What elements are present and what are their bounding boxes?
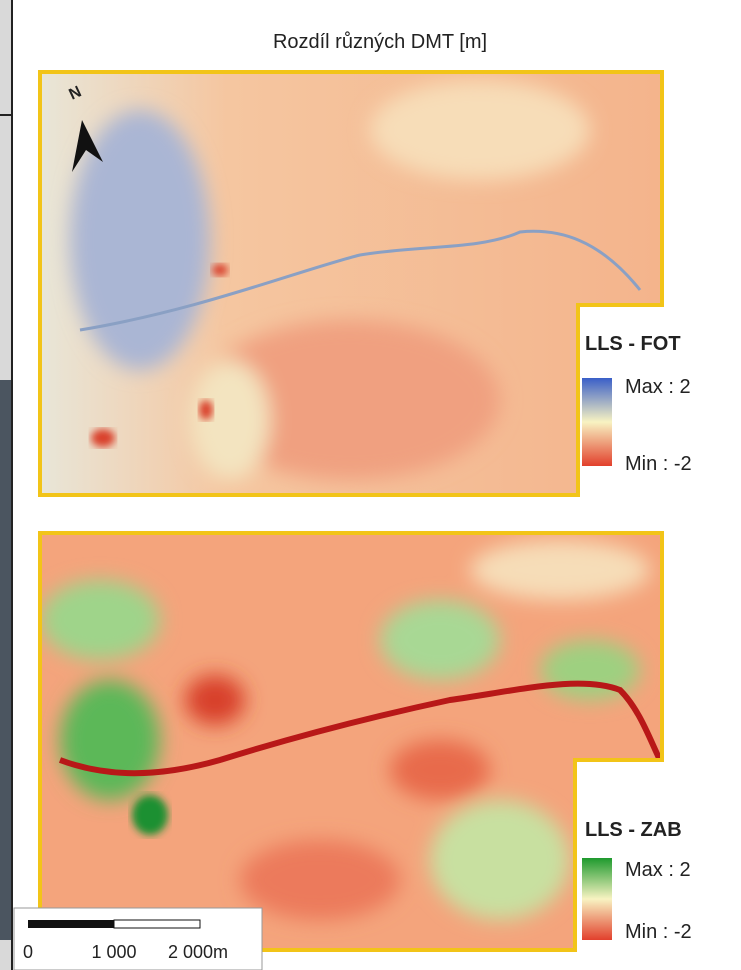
scale-label: 2 000m	[168, 942, 228, 962]
raster-blob	[370, 80, 590, 180]
scale-segment	[114, 920, 200, 928]
bottom-map	[40, 533, 662, 950]
raster-spot	[132, 795, 168, 835]
raster-blob	[380, 600, 500, 680]
raster-blob	[470, 540, 650, 600]
scale-segment	[28, 920, 114, 928]
map-figure: Rozdíl různých DMT [m] N	[0, 0, 741, 970]
raster-blob	[190, 360, 270, 480]
legend-ramp	[582, 858, 612, 940]
scale-label: 0	[23, 942, 33, 962]
raster-blob	[40, 580, 160, 660]
raster-spot	[199, 400, 213, 420]
raster-blob	[430, 800, 570, 920]
map-title: Rozdíl různých DMT [m]	[273, 31, 487, 53]
legend-min: Min : -2	[625, 921, 692, 943]
legend-max: Max : 2	[625, 376, 691, 398]
legend-title: LLS - ZAB	[585, 819, 682, 841]
left-strip-image	[0, 380, 12, 940]
raster-blob	[240, 840, 400, 920]
scale-bar: 0 1 000 2 000m	[14, 908, 262, 970]
raster-spot	[212, 264, 228, 276]
raster-blob	[390, 740, 490, 800]
legend-min: Min : -2	[625, 453, 692, 475]
legend-ramp	[582, 378, 612, 466]
raster-blob	[60, 680, 160, 800]
raster-spot	[91, 429, 115, 447]
raster-blob	[185, 675, 245, 725]
legend-title: LLS - FOT	[585, 333, 681, 355]
scale-label: 1 000	[91, 942, 136, 962]
top-map	[40, 72, 662, 495]
legend-max: Max : 2	[625, 859, 691, 881]
